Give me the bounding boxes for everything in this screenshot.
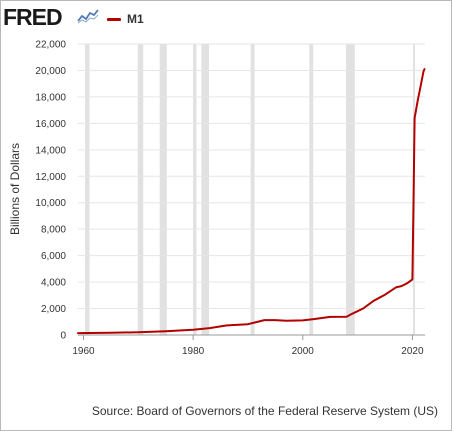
y-tick-label: 8,000 [41, 225, 66, 236]
y-tick-label: 6,000 [41, 251, 66, 262]
recession-band [346, 44, 355, 335]
x-tick-label: 2020 [401, 346, 424, 357]
x-tick-label: 1960 [72, 346, 95, 357]
fred-logo[interactable]: FRED [3, 4, 63, 30]
y-tick-label: 20,000 [35, 66, 66, 77]
recession-band [137, 44, 144, 335]
sparkline-icon [77, 8, 99, 24]
series-line-m1 [77, 68, 426, 335]
y-tick-label: 14,000 [35, 145, 66, 156]
y-tick-label: 4,000 [41, 278, 66, 289]
recession-band [201, 44, 210, 335]
legend-label-m1: M1 [127, 12, 144, 26]
y-tick-label: 0 [60, 331, 66, 342]
y-tick-label: 10,000 [35, 198, 66, 209]
y-tick-label: 12,000 [35, 172, 66, 183]
source-note: Source: Board of Governors of the Federa… [91, 404, 438, 418]
y-tick-label: 18,000 [35, 92, 66, 103]
legend-swatch [107, 18, 121, 21]
recession-band [159, 44, 167, 335]
recession-band [85, 44, 90, 335]
recession-band [250, 44, 255, 335]
x-tick-label: 1980 [182, 346, 205, 357]
recession-band [309, 44, 314, 335]
y-tick-label: 16,000 [35, 119, 66, 130]
recession-band [193, 44, 197, 335]
y-tick-label: 2,000 [41, 304, 66, 315]
x-tick-label: 2000 [292, 346, 315, 357]
y-tick-label: 22,000 [35, 40, 66, 51]
